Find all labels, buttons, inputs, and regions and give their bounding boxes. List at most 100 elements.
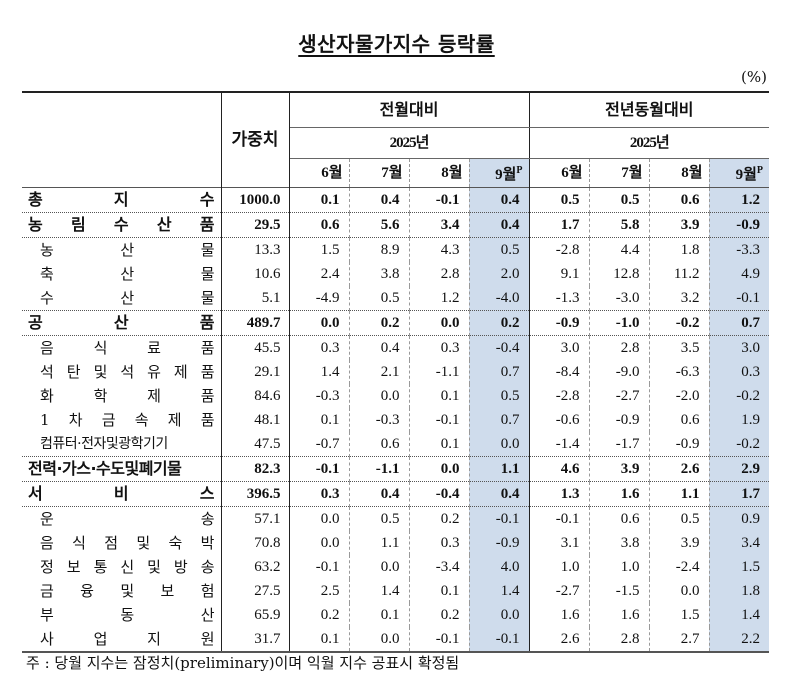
- yoy-cell: -2.4: [648, 555, 710, 579]
- row-label-header: [22, 91, 221, 188]
- yoy-cell: 3.9: [648, 212, 710, 238]
- weight-cell: 57.1: [220, 506, 290, 531]
- weight-cell: 45.5: [220, 335, 290, 360]
- weight-cell: 84.6: [220, 384, 290, 408]
- mom-cell: 0.1: [348, 603, 409, 627]
- yoy-cell: 1.9: [708, 408, 770, 432]
- unit-label: (%): [741, 68, 767, 86]
- yoy-cell: 3.0: [528, 335, 590, 360]
- weight-cell: 29.1: [220, 360, 290, 384]
- yoy-cell: -0.9: [588, 408, 650, 432]
- mom-cell: 2.5: [320, 583, 340, 599]
- mom-cell: -0.3: [315, 388, 340, 404]
- mom-cell: 0.1: [289, 187, 349, 213]
- yoy-cell: -0.1: [528, 506, 590, 531]
- yoy-cell: 1.3: [528, 481, 590, 507]
- yoy-cell: 2.9: [708, 456, 770, 482]
- table-row: 수 산 물 5.1 -4.9 0.5 1.2 -4.0 -1.3 -3.0 3.2 -0.1: [22, 286, 770, 311]
- row-label: 총 지 수: [22, 187, 221, 213]
- table-row: 사 업 지 원 31.7 0.1 0.0 -0.1 -0.1 2.6 2.8 2.7 2.2: [22, 627, 770, 653]
- table-row: 음 식 점 및 숙 박 70.8 0.0 1.1 0.3 -0.9 3.1 3.8 3.9 3.4: [22, 531, 770, 555]
- yoy-cell: 4.9: [708, 262, 770, 286]
- row-label: 음 식 점 및 숙 박: [40, 534, 215, 552]
- mom-cell: 0.5: [468, 384, 530, 408]
- yoy-cell: 1.0: [588, 555, 650, 579]
- mom-cell: 8.9: [348, 237, 409, 262]
- weight-cell: 82.3: [220, 456, 290, 482]
- weight-cell: 29.5: [220, 212, 290, 238]
- mom-cell: 0.3: [408, 335, 469, 360]
- yoy-cell: 1.2: [708, 187, 770, 213]
- table-row: 농 산 물 13.3 1.5 8.9 4.3 0.5 -2.8 4.4 1.8 -3.3: [22, 237, 770, 262]
- mom-cell: -0.1: [468, 627, 530, 653]
- mom-cell: 0.0: [408, 456, 469, 482]
- yoy-cell: -1.4: [528, 432, 590, 457]
- mom-cell: 0.1: [408, 432, 469, 457]
- mom-cell: -0.4: [408, 481, 469, 507]
- yoy-cell: 3.2: [648, 286, 710, 311]
- weight-cell: 13.3: [220, 237, 290, 262]
- row-label: 정 보 통 신 및 방 송: [40, 558, 215, 576]
- mom-cell: 4.0: [468, 555, 530, 579]
- yoy-cell: 1.6: [528, 603, 590, 627]
- yoy-cell: 5.8: [588, 212, 650, 238]
- yoy-cell: 9.1: [528, 262, 590, 286]
- mom-cell: -0.9: [468, 531, 530, 555]
- yoy-cell: 1.8: [708, 579, 770, 603]
- yoy-cell: 0.5: [528, 187, 590, 213]
- row-label: 농 산 물: [22, 237, 221, 262]
- yoy-cell: 0.9: [708, 506, 770, 531]
- yoy-cell: -0.2: [708, 432, 770, 457]
- yoy-cell: 12.8: [588, 262, 650, 286]
- yoy-month-header: 6월: [528, 158, 590, 188]
- mom-cell: 0.1: [289, 627, 349, 653]
- yoy-cell: 0.6: [648, 187, 710, 213]
- yoy-cell: -1.3: [528, 286, 590, 311]
- mom-cell: 0.1: [320, 412, 340, 428]
- table-row: 음 식 료 품 45.5 0.3 0.4 0.3 -0.4 3.0 2.8 3.5 3.0: [22, 335, 770, 360]
- mom-cell: 0.0: [348, 384, 409, 408]
- mom-cell: -0.1: [289, 456, 349, 482]
- mom-cell: 1.1: [468, 456, 530, 482]
- mom-group-header: 전월대비: [289, 91, 530, 128]
- mom-cell: 1.4: [320, 364, 340, 380]
- yoy-cell: 0.6: [648, 408, 710, 432]
- row-label: 음 식 료 품: [22, 335, 221, 360]
- yoy-cell: 1.8: [648, 237, 710, 262]
- table-row: 석 탄 및 석 유 제 품 29.1 1.4 2.1 -1.1 0.7 -8.4 -9.0 -6…: [22, 360, 770, 384]
- yoy-cell: -2.8: [528, 384, 590, 408]
- weight-cell: 27.5: [220, 579, 290, 603]
- mom-cell: 0.3: [289, 335, 349, 360]
- mom-cell: 0.0: [348, 627, 409, 653]
- yoy-cell: -3.0: [588, 286, 650, 311]
- mom-cell: 3.4: [408, 212, 469, 238]
- mom-cell: 1.2: [408, 286, 469, 311]
- row-label: 축 산 물: [40, 265, 215, 283]
- mom-cell: 0.4: [348, 481, 409, 507]
- weight-cell: 489.7: [220, 310, 290, 336]
- yoy-cell: 4.4: [588, 237, 650, 262]
- yoy-cell: -3.3: [708, 237, 770, 262]
- mom-cell: -0.1: [468, 506, 530, 531]
- mom-month-header: 6월: [321, 165, 343, 181]
- mom-cell: 0.2: [468, 310, 530, 336]
- table-row: 화 학 제 품 84.6 -0.3 0.0 0.1 0.5 -2.8 -2.7 -2.0 -0.2: [22, 384, 770, 408]
- mom-cell: 0.7: [468, 360, 530, 384]
- row-label: 금 융 및 보 험: [40, 582, 215, 600]
- row-label: 전력·가스·수도및폐기물: [22, 456, 221, 482]
- yoy-cell: 0.0: [648, 579, 710, 603]
- table-row: 부 동 산 65.9 0.2 0.1 0.2 0.0 1.6 1.6 1.5 1.4: [22, 603, 770, 627]
- mom-cell: -0.1: [408, 627, 469, 653]
- mom-cell: 0.3: [408, 531, 469, 555]
- mom-cell: 1.5: [289, 237, 349, 262]
- mom-cell: -4.0: [468, 286, 530, 311]
- row-label: 서 비 스: [22, 481, 221, 507]
- yoy-cell: 2.2: [708, 627, 770, 653]
- mom-cell: 0.4: [468, 212, 530, 238]
- mom-cell: -1.1: [408, 360, 469, 384]
- yoy-cell: -2.0: [648, 384, 710, 408]
- yoy-cell: 1.7: [708, 481, 770, 507]
- yoy-cell: 1.4: [708, 603, 770, 627]
- yoy-cell: 2.6: [648, 456, 710, 482]
- weight-cell: 1000.0: [220, 187, 290, 213]
